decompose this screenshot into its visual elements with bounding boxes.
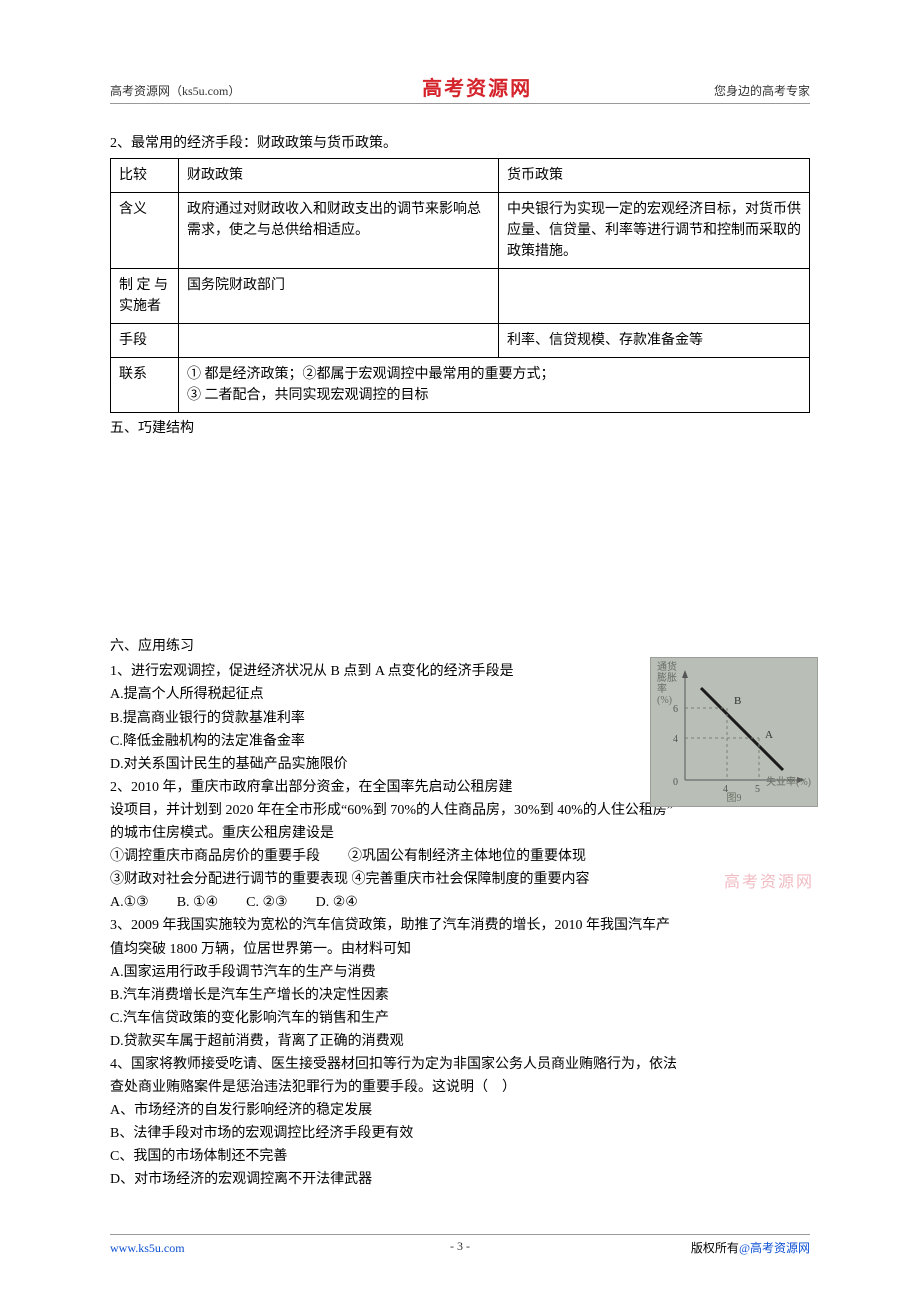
header-left: 高考资源网（ks5u.com） [110,82,240,99]
cell: 手段 [111,323,179,357]
chart-origin: 0 [673,777,678,788]
exercises-block: 通货膨胀率(%) B A 6 4 4 5 0 失业率( [110,635,810,1192]
header-brand: 高考资源网 [422,72,532,101]
header-right: 您身边的高考专家 [714,82,810,99]
cell: ① 都是经济政策；②都属于宏观调控中最常用的重要方式； ③ 二者配合，共同实现宏… [179,357,810,412]
table-row: 制 定 与实施者 国务院财政部门 [111,268,810,323]
page-header: 高考资源网（ks5u.com） 高考资源网 您身边的高考专家 [110,70,810,104]
cell [499,268,810,323]
comparison-table: 比较 财政政策 货币政策 含义 政府通过对财政收入和财政支出的调节来影响总需求，… [110,158,810,413]
chart-photo: 通货膨胀率(%) B A 6 4 4 5 0 失业率( [650,657,818,807]
q2-l4: ①调控重庆市商品房价的重要手段 ②巩固公有制经济主体地位的重要体现 [110,845,810,868]
q4-A: A、市场经济的自发行影响经济的稳定发展 [110,1099,810,1122]
q3-C: C.汽车信贷政策的变化影响汽车的销售和生产 [110,1007,810,1030]
table-row: 含义 政府通过对财政收入和财政支出的调节来影响总需求，使之与总供给相适应。 中央… [111,192,810,268]
section-2-title: 2、最常用的经济手段：财政政策与货币政策。 [110,132,810,156]
q2-l3: 的城市住房模式。重庆公租房建设是 [110,822,810,845]
footer-page-number: - 3 - [110,1239,810,1254]
cell [179,323,499,357]
table-row: 手段 利率、信贷规模、存款准备金等 [111,323,810,357]
q3-A: A.国家运用行政手段调节汽车的生产与消费 [110,961,810,984]
svg-text:4: 4 [673,734,678,745]
chart-caption: 图9 [651,789,817,804]
cell: 国务院财政部门 [179,268,499,323]
q2-opts: A.①③ B. ①④ C. ②③ D. ②④ [110,891,810,914]
cell: 联系 [111,357,179,412]
cell: 含义 [111,192,179,268]
cell: 制 定 与实施者 [111,268,179,323]
q3-l1: 3、2009 年我国实施较为宽松的汽车信贷政策，助推了汽车消费的增长，2010 … [110,914,810,937]
blank-structure-area [110,443,810,633]
cell: 利率、信贷规模、存款准备金等 [499,323,810,357]
section-5-title: 五、巧建结构 [110,417,810,441]
q3-l2: 值均突破 1800 万辆，位居世界第一。由材料可知 [110,938,810,961]
q4-D: D、对市场经济的宏观调控离不开法律武器 [110,1168,810,1191]
page-footer: www.ks5u.com - 3 - 版权所有@高考资源网 [110,1234,810,1256]
q4-C: C、我国的市场体制还不完善 [110,1145,810,1168]
table-row: 比较 财政政策 货币政策 [111,158,810,192]
q4-l1: 4、国家将教师接受吃请、医生接受器材回扣等行为定为非国家公务人员商业贿赂行为，依… [110,1053,810,1076]
q4-B: B、法律手段对市场的宏观调控比经济手段更有效 [110,1122,810,1145]
cell: 货币政策 [499,158,810,192]
svg-text:6: 6 [673,704,678,715]
cell: 比较 [111,158,179,192]
cell: 政府通过对财政收入和财政支出的调节来影响总需求，使之与总供给相适应。 [179,192,499,268]
q3-B: B.汽车消费增长是汽车生产增长的决定性因素 [110,984,810,1007]
svg-text:B: B [734,695,741,707]
q3-D: D.贷款买车属于超前消费，背离了正确的消费观 [110,1030,810,1053]
cell: 中央银行为实现一定的宏观经济目标，对货币供应量、信贷量、利率等进行调节和控制而采… [499,192,810,268]
section-6-title: 六、应用练习 [110,635,810,659]
cell: 财政政策 [179,158,499,192]
svg-text:A: A [765,729,773,741]
q4-l2: 查处商业贿赂案件是惩治违法犯罪行为的重要手段。这说明（ ） [110,1076,810,1099]
q2-l5: ③财政对社会分配进行调节的重要表现 ④完善重庆市社会保障制度的重要内容 [110,868,810,891]
chart-x-label: 失业率(%) [766,773,811,788]
table-row: 联系 ① 都是经济政策；②都属于宏观调控中最常用的重要方式； ③ 二者配合，共同… [111,357,810,412]
